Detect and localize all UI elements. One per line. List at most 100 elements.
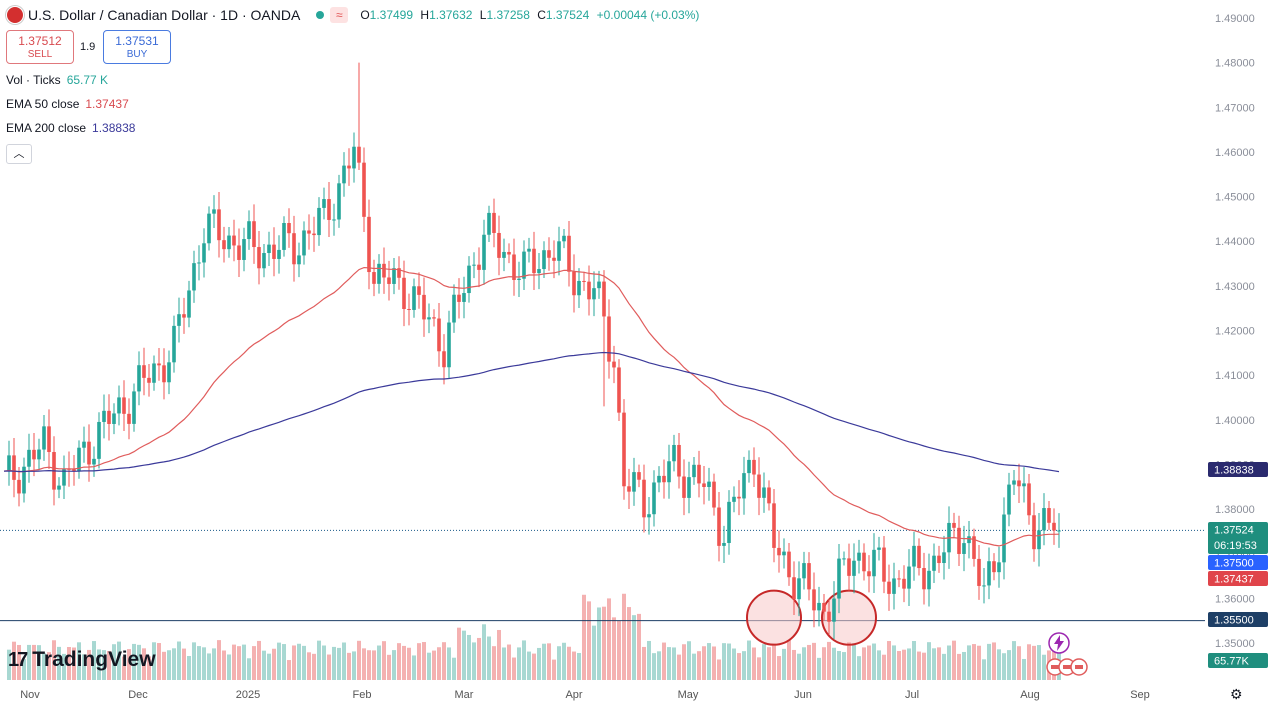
volume-bar bbox=[177, 641, 181, 680]
price-tick-label: 1.49000 bbox=[1215, 13, 1255, 25]
volume-bar bbox=[472, 642, 476, 680]
volume-bar bbox=[412, 655, 416, 680]
candle bbox=[857, 539, 861, 574]
candle bbox=[467, 256, 471, 303]
candle-body bbox=[577, 280, 581, 296]
candle-body bbox=[77, 447, 81, 472]
candle bbox=[987, 547, 991, 600]
volume-bar bbox=[642, 646, 646, 680]
candle bbox=[932, 543, 936, 584]
symbol-title[interactable]: U.S. Dollar / Canadian Dollar · 1D · OAN… bbox=[28, 7, 301, 23]
buy-button[interactable]: 1.37531 BUY bbox=[103, 30, 171, 64]
legend-ema200[interactable]: EMA 200 close 1.38838 bbox=[6, 121, 136, 135]
volume-bar bbox=[97, 649, 101, 680]
volume-bar bbox=[387, 654, 391, 680]
candle bbox=[702, 466, 706, 505]
chevron-up-icon[interactable]: ︿ bbox=[6, 144, 32, 164]
price-tick-label: 1.35000 bbox=[1215, 638, 1255, 650]
candle bbox=[712, 473, 716, 516]
candle-body bbox=[257, 247, 261, 269]
candle bbox=[752, 447, 756, 488]
volume-bar bbox=[827, 641, 831, 680]
candle bbox=[687, 461, 691, 514]
candle-body bbox=[747, 459, 751, 474]
candle-body bbox=[202, 243, 206, 263]
candle bbox=[462, 276, 466, 319]
volume-bar bbox=[602, 606, 606, 680]
volume-bar bbox=[377, 645, 381, 680]
volume-bar bbox=[957, 653, 961, 680]
volume-bar bbox=[7, 649, 11, 680]
candle-body bbox=[57, 485, 61, 490]
candle-body bbox=[382, 263, 386, 278]
price-tick-label: 1.45000 bbox=[1215, 192, 1255, 204]
price-label-text: 65.77K bbox=[1214, 656, 1250, 668]
volume-bar bbox=[557, 646, 561, 680]
candle bbox=[977, 544, 981, 600]
volume-bar bbox=[707, 643, 711, 680]
candle-body bbox=[502, 251, 506, 258]
candle bbox=[892, 562, 896, 610]
volume-bar bbox=[727, 643, 731, 680]
event-flags-icon[interactable] bbox=[1043, 656, 1091, 678]
candle bbox=[342, 152, 346, 197]
volume-bar bbox=[962, 651, 966, 680]
volume-bar bbox=[622, 593, 626, 680]
candle-body bbox=[717, 507, 721, 546]
candle-body bbox=[1022, 483, 1026, 487]
candle-body bbox=[377, 263, 381, 284]
low-value: 1.37258 bbox=[486, 8, 530, 22]
candle bbox=[882, 536, 886, 594]
volume-bar bbox=[532, 653, 536, 680]
ema50-line bbox=[3, 266, 1060, 547]
sell-button[interactable]: 1.37512 SELL bbox=[6, 30, 74, 64]
tradingview-logo[interactable]: 17 TradingView bbox=[8, 648, 156, 671]
candle-body bbox=[1007, 484, 1011, 515]
candle bbox=[367, 199, 371, 290]
volume-bar bbox=[867, 645, 871, 680]
candle bbox=[737, 480, 741, 516]
candle bbox=[232, 219, 236, 262]
settings-icon[interactable]: ⚙ bbox=[1230, 686, 1243, 702]
candle-body bbox=[642, 479, 646, 518]
volume-bar bbox=[777, 656, 781, 680]
candle bbox=[397, 256, 401, 290]
candle bbox=[717, 492, 721, 562]
volume-bar bbox=[357, 640, 361, 680]
volume-bar bbox=[42, 653, 46, 680]
candle bbox=[142, 347, 146, 396]
candle bbox=[472, 252, 476, 279]
candle-body bbox=[767, 487, 771, 504]
price-axis: 1.49000 1.48000 1.47000 1.46000 1.45000 1.440… bbox=[1205, 0, 1270, 710]
volume-bar bbox=[887, 641, 891, 680]
legend-volume[interactable]: Vol · Ticks 65.77 K bbox=[6, 73, 109, 87]
candle bbox=[782, 538, 786, 569]
lightning-icon[interactable] bbox=[1046, 630, 1072, 656]
price-tick-label: 1.47000 bbox=[1215, 102, 1255, 114]
candle bbox=[352, 132, 356, 183]
wave-icon[interactable]: ≈ bbox=[330, 7, 349, 23]
candle bbox=[517, 261, 521, 297]
candle bbox=[327, 182, 331, 237]
time-tick-label: May bbox=[678, 689, 699, 701]
candle-body bbox=[607, 316, 611, 362]
volume-bar bbox=[912, 640, 916, 680]
time-tick-label: Apr bbox=[565, 689, 582, 701]
legend-ema50[interactable]: EMA 50 close 1.37437 bbox=[6, 97, 129, 111]
volume-bar bbox=[197, 646, 201, 680]
volume-bar bbox=[542, 643, 546, 680]
candle bbox=[417, 272, 421, 309]
candle-body bbox=[517, 278, 521, 280]
volume-bar bbox=[817, 657, 821, 680]
candle-body bbox=[442, 351, 446, 368]
candle bbox=[787, 542, 791, 586]
candle-body bbox=[522, 251, 526, 279]
volume-bar bbox=[802, 647, 806, 680]
candle bbox=[887, 564, 891, 611]
candle-body bbox=[612, 361, 616, 368]
candle bbox=[507, 243, 511, 264]
volume-bar bbox=[1012, 641, 1016, 680]
volume-bar bbox=[182, 648, 186, 680]
candle bbox=[537, 253, 541, 290]
